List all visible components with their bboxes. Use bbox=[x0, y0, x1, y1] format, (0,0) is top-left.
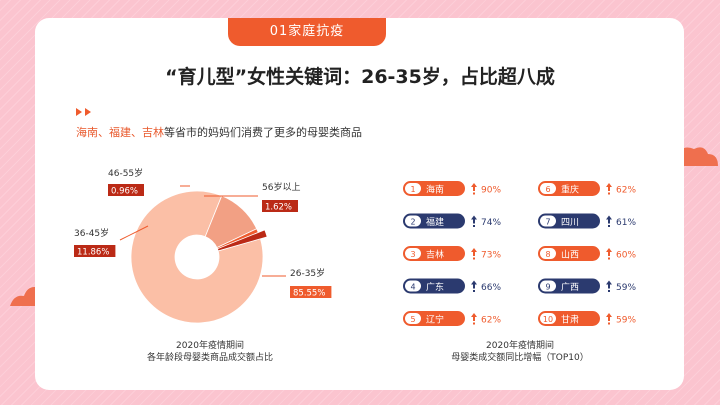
rank-number-2: 2 bbox=[410, 218, 415, 227]
arrow-markers-icon bbox=[76, 108, 91, 116]
subtitle-highlight: 海南、福建、吉林 bbox=[76, 126, 164, 139]
ranking-caption-line2: 母婴类成交额同比增幅（TOP10） bbox=[451, 353, 589, 363]
rank-province-8: 山西 bbox=[561, 249, 579, 260]
donut-value-badge-3 bbox=[108, 184, 144, 196]
rank-province-9: 广西 bbox=[561, 281, 579, 293]
donut-slice-1 bbox=[130, 190, 264, 324]
up-arrow-dot-4 bbox=[473, 290, 475, 292]
donut-value-badge-2 bbox=[74, 245, 116, 257]
donut-value-badge-4 bbox=[262, 200, 298, 212]
rank-number-7: 7 bbox=[545, 218, 550, 227]
rank-number-bg-3 bbox=[405, 248, 421, 259]
donut-value-label-2: 11.86% bbox=[77, 248, 109, 258]
rank-number-bg-4 bbox=[405, 280, 421, 292]
rank-number-bg-2 bbox=[405, 215, 421, 227]
up-arrow-icon-6 bbox=[606, 183, 612, 191]
up-arrow-dot-8 bbox=[608, 257, 610, 260]
up-arrow-icon-7 bbox=[606, 215, 612, 224]
up-arrow-dot-9 bbox=[608, 290, 610, 292]
up-arrow-dot-10 bbox=[608, 322, 610, 325]
rank-number-4: 4 bbox=[410, 283, 415, 292]
pie-caption-line1: 2020年疫情期间 bbox=[176, 341, 244, 351]
up-arrow-icon-10 bbox=[606, 313, 612, 321]
rank-growth-5: 62% bbox=[481, 315, 501, 325]
up-arrow-dot-7 bbox=[608, 225, 610, 227]
donut-label-1: 26-35岁 bbox=[290, 267, 325, 279]
up-arrow-dot-1 bbox=[473, 192, 475, 195]
rank-growth-1: 90% bbox=[481, 185, 501, 195]
rank-growth-8: 60% bbox=[616, 250, 636, 260]
up-arrow-dot-2 bbox=[473, 225, 475, 227]
rank-number-bg-5 bbox=[405, 313, 421, 324]
rank-province-1: 海南 bbox=[426, 183, 444, 195]
donut-value-badge-1 bbox=[290, 286, 332, 298]
headline: “育儿型”女性关键词：26-35岁，占比超八成 bbox=[165, 66, 555, 88]
rank-province-7: 四川 bbox=[561, 218, 579, 228]
up-arrow-icon-2 bbox=[471, 215, 477, 224]
up-arrow-icon-4 bbox=[471, 280, 477, 289]
rank-province-3: 吉林 bbox=[426, 248, 444, 260]
pie-caption: 2020年疫情期间 各年龄段母婴类商品成交额占比 bbox=[80, 340, 340, 364]
up-arrow-icon-9 bbox=[606, 280, 612, 289]
rank-number-3: 3 bbox=[410, 250, 415, 259]
rank-growth-3: 73% bbox=[481, 250, 501, 260]
rank-number-5: 5 bbox=[410, 315, 415, 324]
rank-number-bg-10 bbox=[540, 313, 556, 324]
donut-label-2: 36-45岁 bbox=[74, 227, 109, 239]
donut-value-label-3: 0.96% bbox=[111, 187, 138, 197]
rank-growth-9: 59% bbox=[616, 283, 636, 293]
rank-number-bg-7 bbox=[540, 215, 556, 227]
rank-number-bg-6 bbox=[540, 183, 556, 194]
pie-caption-line2: 各年龄段母婴类商品成交额占比 bbox=[146, 353, 273, 363]
rank-number-bg-8 bbox=[540, 248, 556, 259]
section-tab: 01家庭抗疫 bbox=[228, 18, 386, 46]
subtitle-rest: 等省市的妈妈们消费了更多的母婴类商品 bbox=[164, 126, 362, 139]
rank-growth-4: 66% bbox=[481, 283, 501, 293]
rank-province-6: 重庆 bbox=[561, 183, 579, 195]
rank-growth-10: 59% bbox=[616, 315, 636, 325]
donut-value-label-4: 1.62% bbox=[265, 203, 292, 213]
up-arrow-icon-5 bbox=[471, 313, 477, 321]
donut-label-4: 56岁以上 bbox=[262, 181, 300, 193]
rank-number-8: 8 bbox=[545, 250, 550, 259]
rank-province-10: 甘肃 bbox=[561, 313, 579, 325]
donut-label-3: 46-55岁 bbox=[108, 167, 143, 179]
ranking-caption: 2020年疫情期间 母婴类成交额同比增幅（TOP10） bbox=[390, 340, 650, 364]
subtitle: 海南、福建、吉林等省市的妈妈们消费了更多的母婴类商品 bbox=[76, 124, 362, 140]
up-arrow-dot-3 bbox=[473, 257, 475, 260]
donut-slice-4 bbox=[216, 229, 268, 252]
rank-number-bg-1 bbox=[405, 183, 421, 194]
up-arrow-icon-3 bbox=[471, 248, 477, 256]
rank-number-10: 10 bbox=[543, 315, 553, 324]
up-arrow-icon-1 bbox=[471, 183, 477, 191]
leader-line-3 bbox=[119, 225, 149, 241]
donut-value-label-1: 85.55% bbox=[293, 289, 325, 299]
rank-growth-7: 61% bbox=[616, 218, 636, 228]
content-card bbox=[35, 18, 684, 390]
rank-province-5: 辽宁 bbox=[426, 313, 444, 325]
rank-number-bg-9 bbox=[540, 280, 556, 292]
rank-number-1: 1 bbox=[410, 185, 415, 194]
rank-number-9: 9 bbox=[545, 283, 550, 292]
up-arrow-dot-5 bbox=[473, 322, 475, 325]
up-arrow-dot-6 bbox=[608, 192, 610, 195]
up-arrow-icon-8 bbox=[606, 248, 612, 256]
ranking-caption-line1: 2020年疫情期间 bbox=[486, 341, 554, 351]
rank-growth-6: 62% bbox=[616, 185, 636, 195]
rank-province-4: 广东 bbox=[426, 281, 444, 293]
rank-number-6: 6 bbox=[545, 185, 550, 194]
rank-growth-2: 74% bbox=[481, 218, 501, 228]
rank-province-2: 福建 bbox=[426, 216, 444, 228]
